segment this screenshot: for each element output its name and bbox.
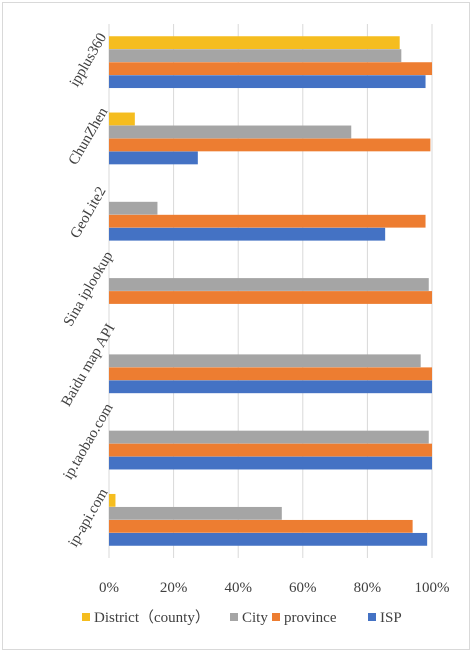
bar-district-county-1 (109, 112, 135, 126)
x-tick-label: 100% (415, 580, 450, 596)
x-tick-label: 0% (99, 580, 119, 596)
bar-province-5 (109, 443, 432, 457)
bar-province-0 (109, 62, 432, 76)
legend-label: District（county） (94, 609, 210, 626)
category-label: ip.taobao.com (60, 400, 117, 482)
legend-label: ISP (380, 610, 402, 626)
x-tick-label: 40% (224, 580, 252, 596)
bar-city-2 (109, 201, 158, 215)
x-tick-label: 60% (289, 580, 317, 596)
bar-city-5 (109, 430, 429, 444)
legend-label: City (242, 610, 268, 626)
bar-province-4 (109, 367, 432, 381)
category-label: ip-api.com (65, 486, 111, 550)
bar-isp-4 (109, 380, 432, 394)
bar-isp-5 (109, 456, 432, 470)
bar-province-1 (109, 138, 431, 152)
legend-swatch (82, 613, 90, 621)
x-tick-label: 80% (354, 580, 382, 596)
legend-swatch (368, 613, 376, 621)
x-tick-label: 20% (160, 580, 188, 596)
legend-swatch (230, 613, 238, 621)
bar-isp-2 (109, 227, 386, 241)
category-label: GeoLite2 (67, 184, 109, 241)
bar-province-3 (109, 291, 432, 304)
legend-swatch (272, 613, 280, 621)
x-axis-ticks: 0% 20% 40% 60% 80% 100% (99, 580, 450, 596)
bar-isp-6 (109, 532, 428, 546)
bar-district-county-6 (109, 493, 116, 507)
bar-city-6 (109, 506, 282, 520)
bar-city-1 (109, 125, 352, 139)
legend: District（county） City province ISP (82, 609, 402, 626)
bar-isp-0 (109, 75, 426, 89)
bar-isp-1 (109, 151, 198, 165)
bar-province-6 (109, 519, 413, 533)
gridlines (108, 24, 433, 558)
bar-city-4 (109, 354, 421, 368)
category-label: ipplus360 (67, 31, 110, 90)
bar-province-2 (109, 214, 426, 228)
legend-label: province (284, 610, 337, 626)
bar-district-county-0 (109, 36, 400, 50)
bars (109, 36, 432, 546)
bar-city-0 (109, 49, 402, 63)
category-label: Sina iplookup (61, 249, 117, 330)
bar-city-3 (109, 278, 429, 291)
category-label: ChunZhen (66, 105, 112, 168)
